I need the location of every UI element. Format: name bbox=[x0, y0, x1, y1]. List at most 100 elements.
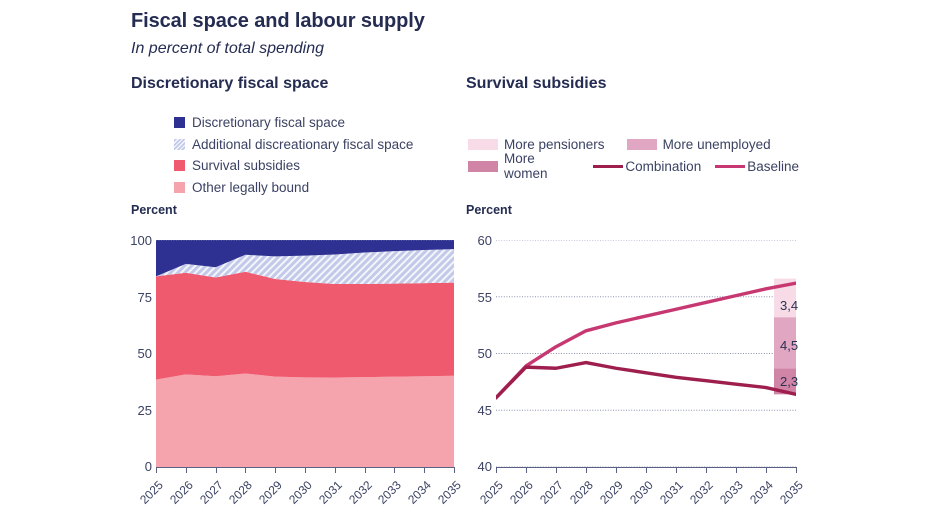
x-tick-label-2034: 2034 bbox=[747, 478, 776, 507]
area-discretionary-fiscal-space bbox=[156, 240, 454, 277]
x-tickmark bbox=[586, 468, 587, 473]
legend-item-discretionary-fiscal-space: Discretionary fiscal space bbox=[174, 112, 474, 134]
legend-left: Discretionary fiscal space Additional di… bbox=[174, 112, 474, 198]
x-tickmark bbox=[364, 468, 366, 473]
x-tick-label-2026: 2026 bbox=[166, 478, 196, 507]
x-tickmark bbox=[646, 468, 647, 473]
stack-segment-more-unemployed bbox=[774, 317, 796, 369]
x-tickmark bbox=[796, 468, 797, 473]
x-tickmark bbox=[305, 468, 306, 473]
legend-label: More unemployed bbox=[662, 137, 771, 153]
x-tick-label-2029: 2029 bbox=[256, 478, 286, 507]
panel-heading-left: Discretionary fiscal space bbox=[131, 75, 329, 92]
x-tickmark bbox=[334, 468, 336, 473]
page-title: Fiscal space and labour supply bbox=[131, 10, 425, 32]
x-tickmark bbox=[496, 468, 497, 473]
x-tick-label-2035: 2035 bbox=[435, 478, 464, 507]
legend-label: Survival subsidies bbox=[192, 158, 301, 174]
left-x-axis bbox=[156, 467, 455, 468]
stack-segment-more-women bbox=[774, 368, 796, 395]
legend-item-additional-discretionary-fiscal-space: Additional discreationary fiscal space bbox=[174, 134, 474, 156]
stack-segment-more-pensioners bbox=[774, 278, 796, 318]
legend-swatch-more-women bbox=[468, 160, 498, 172]
right-axis-unit-label: Percent bbox=[466, 203, 512, 217]
left-ytick-50: 50 bbox=[137, 346, 152, 361]
right-x-axis bbox=[496, 467, 797, 468]
right-ytick-55: 55 bbox=[477, 290, 492, 305]
legend-label: Additional discreationary fiscal space bbox=[192, 136, 414, 152]
legend-item-more-women: More women bbox=[468, 151, 579, 181]
left-ytick-100: 100 bbox=[130, 233, 152, 248]
right-ytick-60: 60 bbox=[477, 233, 492, 248]
x-tick-label-2027: 2027 bbox=[196, 478, 226, 507]
legend-label: Baseline bbox=[747, 158, 799, 174]
legend-line-combination bbox=[593, 164, 624, 168]
legend-item-other-legally-bound: Other legally bound bbox=[174, 177, 474, 199]
x-tickmark bbox=[275, 468, 277, 473]
legend-label: More women bbox=[504, 151, 548, 182]
legend-swatch-other-legally-bound bbox=[174, 181, 185, 193]
legend-row-1: More pensioners More unemployed bbox=[468, 134, 813, 156]
x-tick-label-2031: 2031 bbox=[315, 478, 345, 507]
area-other-legally-bound bbox=[156, 373, 454, 467]
legend-item-baseline: Baseline bbox=[715, 159, 799, 174]
x-tickmark bbox=[245, 468, 247, 473]
chart-survival-subsidies bbox=[496, 240, 796, 467]
bar-label-more-women: 2,3 bbox=[780, 374, 799, 389]
legend-swatch-survival-subsidies bbox=[174, 160, 185, 172]
x-tick-label-2032: 2032 bbox=[345, 478, 375, 507]
legend-label: Combination bbox=[625, 158, 702, 174]
legend-swatch-more-unemployed bbox=[626, 139, 657, 151]
bar-label-more-unemployed: 4,5 bbox=[780, 338, 799, 353]
legend-swatch-more-pensioners bbox=[468, 139, 498, 151]
left-ytick-25: 25 bbox=[137, 403, 152, 418]
legend-label: Discretionary fiscal space bbox=[192, 115, 346, 131]
legend-right: More pensioners More unemployed More wom… bbox=[468, 134, 813, 181]
chart-discretionary-fiscal-space bbox=[156, 240, 454, 467]
left-chart-svg bbox=[156, 240, 454, 467]
page-subtitle: In percent of total spending bbox=[131, 40, 325, 57]
right-ytick-50: 50 bbox=[477, 346, 492, 361]
x-tick-label-2027: 2027 bbox=[537, 478, 566, 507]
x-tickmark bbox=[676, 468, 677, 473]
legend-item-survival-subsidies: Survival subsidies bbox=[174, 155, 474, 177]
x-tick-label-2030: 2030 bbox=[286, 478, 315, 507]
x-tickmark bbox=[156, 468, 157, 473]
right-ytick-40: 40 bbox=[477, 459, 492, 474]
left-axis-unit-label: Percent bbox=[131, 203, 177, 217]
x-tick-label-2025: 2025 bbox=[477, 478, 506, 507]
x-tickmark bbox=[556, 468, 557, 473]
x-tickmark bbox=[766, 468, 767, 473]
legend-line-baseline bbox=[715, 164, 746, 168]
x-tick-label-2026: 2026 bbox=[507, 478, 536, 507]
area-additional-discreationary-fiscal-space bbox=[156, 249, 454, 285]
x-tick-label-2028: 2028 bbox=[567, 478, 596, 507]
x-tick-label-2033: 2033 bbox=[717, 478, 746, 507]
x-tick-label-2035: 2035 bbox=[777, 478, 806, 507]
x-tickmark bbox=[736, 468, 737, 473]
legend-row-2: More women Combination Baseline bbox=[468, 151, 813, 181]
panel-heading-right: Survival subsidies bbox=[466, 75, 607, 92]
legend-item-more-unemployed: More unemployed bbox=[626, 137, 771, 153]
x-tick-label-2034: 2034 bbox=[405, 478, 435, 507]
legend-swatch-additional-discretionary-fiscal-space bbox=[174, 138, 185, 150]
x-tick-label-2025: 2025 bbox=[137, 478, 166, 507]
line-combination bbox=[496, 360, 796, 400]
x-tickmark bbox=[215, 468, 217, 473]
line-baseline bbox=[496, 281, 796, 400]
legend-label: Other legally bound bbox=[192, 179, 310, 195]
x-tickmark bbox=[394, 468, 396, 473]
x-tick-label-2030: 2030 bbox=[627, 478, 656, 507]
legend-swatch-discretionary-fiscal-space bbox=[174, 117, 185, 129]
area-survival-subsidies bbox=[156, 271, 454, 380]
x-tickmark bbox=[424, 468, 426, 473]
x-tickmark bbox=[526, 468, 527, 473]
left-ytick-0: 0 bbox=[144, 459, 152, 474]
left-ytick-75: 75 bbox=[137, 290, 152, 305]
x-tickmark bbox=[616, 468, 617, 473]
right-chart-svg bbox=[496, 240, 796, 467]
x-tick-label-2028: 2028 bbox=[226, 478, 256, 507]
right-ytick-45: 45 bbox=[477, 403, 492, 418]
x-tickmark bbox=[454, 468, 455, 473]
